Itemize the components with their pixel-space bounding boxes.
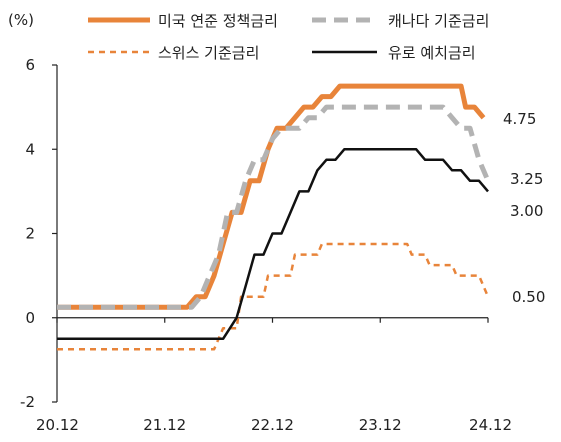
y-unit-label: (%): [8, 11, 34, 29]
series-line-2: [57, 242, 490, 351]
legend-label-3: 유로 예치금리: [388, 44, 476, 62]
x-tick-label: 22.12: [251, 416, 294, 434]
x-tick-label: 23.12: [359, 416, 402, 434]
series-layer: [57, 83, 491, 351]
y-tick-label: 4: [25, 140, 35, 158]
legend-label-1: 캐나다 기준금리: [388, 12, 489, 30]
series-line-3: [57, 148, 489, 341]
series-line-1: [57, 104, 491, 310]
y-tick-label: 6: [25, 56, 35, 74]
legend-label-0: 미국 연준 정책금리: [158, 12, 278, 30]
series-line-0: [57, 83, 486, 310]
y-tick-label: 2: [25, 225, 35, 243]
end-labels: 4.75 3.25 3.00 0.50: [503, 110, 545, 306]
end-label-3: 3.00: [510, 202, 543, 220]
y-tick-label: 0: [25, 309, 35, 327]
end-label-2: 0.50: [512, 288, 545, 306]
x-tick-label: 20.12: [36, 416, 79, 434]
x-tick-label: 21.12: [143, 416, 186, 434]
y-tick-label: -2: [20, 393, 35, 411]
legend-label-2: 스위스 기준금리: [158, 44, 259, 62]
x-tick-label: 24.12: [469, 416, 512, 434]
end-label-0: 4.75: [503, 110, 536, 128]
axes: -2 0 2 4 6 20.12 21.12 22.12 23.12 24.12: [20, 56, 512, 434]
end-label-1: 3.25: [510, 170, 543, 188]
